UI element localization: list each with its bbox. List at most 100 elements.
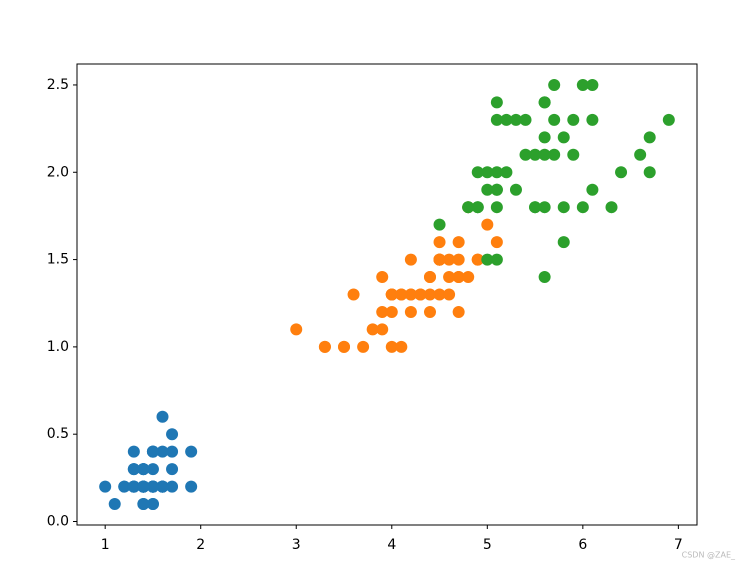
y-tick-label: 0.5 — [47, 426, 69, 442]
point — [357, 340, 370, 353]
point — [137, 480, 150, 493]
y-tick-label: 1.0 — [47, 339, 69, 355]
point — [166, 445, 179, 458]
point — [318, 340, 331, 353]
point — [376, 305, 389, 318]
y-tick-label: 2.5 — [47, 77, 69, 93]
point — [490, 236, 503, 249]
x-tick-label: 5 — [483, 537, 492, 553]
point — [538, 148, 551, 161]
y-tick-label: 1.5 — [47, 252, 69, 268]
point — [146, 445, 159, 458]
point — [662, 113, 675, 126]
point — [490, 201, 503, 214]
point — [509, 183, 522, 196]
point — [643, 131, 656, 144]
point — [576, 201, 589, 214]
point — [490, 96, 503, 109]
point — [433, 253, 446, 266]
point — [185, 480, 198, 493]
point — [509, 113, 522, 126]
point — [127, 480, 140, 493]
point — [481, 183, 494, 196]
point — [395, 288, 408, 301]
x-tick-label: 1 — [101, 537, 110, 553]
point — [423, 288, 436, 301]
point — [481, 218, 494, 231]
point — [156, 410, 169, 423]
point — [385, 288, 398, 301]
point — [471, 166, 484, 179]
point — [634, 148, 647, 161]
point — [99, 480, 112, 493]
point — [404, 253, 417, 266]
point — [576, 78, 589, 91]
point — [452, 253, 465, 266]
point — [500, 166, 513, 179]
point — [557, 131, 570, 144]
y-tick-label: 0.0 — [47, 514, 69, 530]
point — [538, 201, 551, 214]
point — [605, 201, 618, 214]
point — [433, 218, 446, 231]
point — [376, 271, 389, 284]
point — [567, 148, 580, 161]
point — [338, 340, 351, 353]
point — [423, 271, 436, 284]
y-tick-label: 2.0 — [47, 164, 69, 180]
point — [490, 113, 503, 126]
point — [118, 480, 131, 493]
point — [481, 166, 494, 179]
point — [567, 113, 580, 126]
point — [166, 428, 179, 441]
point — [385, 340, 398, 353]
point — [557, 201, 570, 214]
point — [586, 113, 599, 126]
point — [137, 463, 150, 476]
point — [548, 148, 561, 161]
x-tick-label: 4 — [387, 537, 396, 553]
point — [127, 463, 140, 476]
point — [452, 236, 465, 249]
point — [548, 113, 561, 126]
point — [290, 323, 303, 336]
point — [366, 323, 379, 336]
point — [490, 253, 503, 266]
point — [471, 253, 484, 266]
point — [557, 236, 570, 249]
point — [452, 305, 465, 318]
point — [500, 113, 513, 126]
point — [443, 288, 456, 301]
point — [462, 271, 475, 284]
point — [423, 305, 436, 318]
point — [538, 131, 551, 144]
point — [586, 78, 599, 91]
point — [414, 288, 427, 301]
x-tick-label: 6 — [578, 537, 587, 553]
point — [490, 166, 503, 179]
x-tick-label: 2 — [196, 537, 205, 553]
point — [166, 480, 179, 493]
point — [127, 445, 140, 458]
point — [615, 166, 628, 179]
x-tick-label: 3 — [292, 537, 301, 553]
point — [643, 166, 656, 179]
point — [156, 445, 169, 458]
point — [156, 480, 169, 493]
point — [146, 498, 159, 511]
point — [404, 288, 417, 301]
point — [443, 271, 456, 284]
point — [166, 463, 179, 476]
point — [481, 253, 494, 266]
point — [519, 113, 532, 126]
point — [404, 305, 417, 318]
watermark: CSDN @ZAE_ — [682, 551, 736, 560]
point — [137, 498, 150, 511]
point — [529, 201, 542, 214]
point — [347, 288, 360, 301]
point — [433, 236, 446, 249]
point — [433, 288, 446, 301]
point — [452, 271, 465, 284]
point — [108, 498, 121, 511]
